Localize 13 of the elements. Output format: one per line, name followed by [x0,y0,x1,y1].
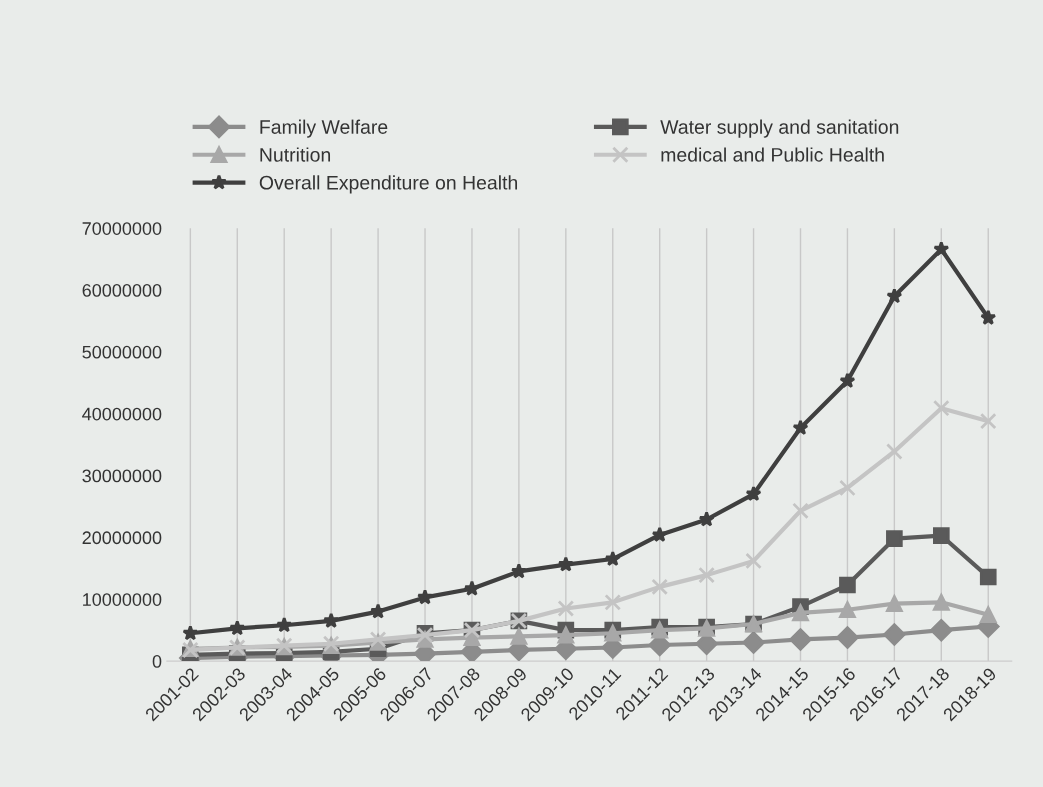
y-tick-label: 50000000 [82,345,162,359]
legend-label: medical and Public Health [661,147,884,162]
y-tick-label: 0 [152,655,162,668]
legend-label: Nutrition [260,147,331,162]
y-tick-label: 40000000 [82,407,162,421]
y-tick-label: 30000000 [82,469,162,483]
y-tick-label: 60000000 [82,284,162,297]
y-tick-label: 70000000 [82,222,162,235]
y-tick-label: 20000000 [82,531,162,545]
y-tick-label: 10000000 [83,593,162,606]
legend-label: Water supply and sanitation [660,119,899,138]
legend-label: Family Welfare [260,119,388,138]
legend-label: Overall Expenditure on Health [259,175,518,194]
